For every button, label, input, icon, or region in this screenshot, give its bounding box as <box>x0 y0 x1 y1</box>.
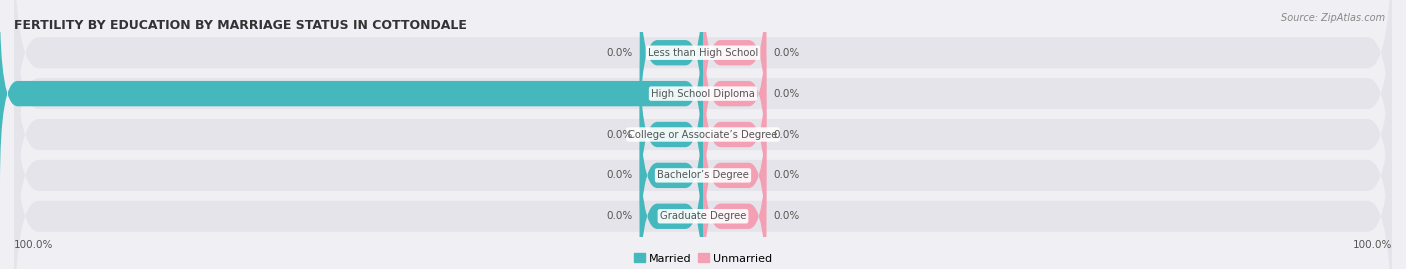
Text: 0.0%: 0.0% <box>773 211 800 221</box>
Text: 0.0%: 0.0% <box>606 48 633 58</box>
Text: FERTILITY BY EDUCATION BY MARRIAGE STATUS IN COTTONDALE: FERTILITY BY EDUCATION BY MARRIAGE STATU… <box>14 19 467 32</box>
Text: 0.0%: 0.0% <box>606 170 633 180</box>
FancyBboxPatch shape <box>703 0 766 142</box>
FancyBboxPatch shape <box>14 7 1392 262</box>
FancyBboxPatch shape <box>14 0 1392 221</box>
FancyBboxPatch shape <box>14 89 1392 269</box>
Text: 0.0%: 0.0% <box>773 89 800 99</box>
FancyBboxPatch shape <box>14 48 1392 269</box>
Text: Less than High School: Less than High School <box>648 48 758 58</box>
FancyBboxPatch shape <box>640 45 703 224</box>
Legend: Married, Unmarried: Married, Unmarried <box>630 249 776 268</box>
FancyBboxPatch shape <box>14 0 1392 180</box>
Text: Source: ZipAtlas.com: Source: ZipAtlas.com <box>1281 13 1385 23</box>
Text: Bachelor’s Degree: Bachelor’s Degree <box>657 170 749 180</box>
FancyBboxPatch shape <box>703 4 766 183</box>
FancyBboxPatch shape <box>640 86 703 265</box>
FancyBboxPatch shape <box>703 45 766 224</box>
Text: College or Associate’s Degree: College or Associate’s Degree <box>628 129 778 140</box>
Text: High School Diploma: High School Diploma <box>651 89 755 99</box>
Text: 0.0%: 0.0% <box>773 129 800 140</box>
Text: 100.0%: 100.0% <box>14 240 53 250</box>
Text: 0.0%: 0.0% <box>773 48 800 58</box>
FancyBboxPatch shape <box>640 127 703 269</box>
Text: Graduate Degree: Graduate Degree <box>659 211 747 221</box>
Text: 0.0%: 0.0% <box>773 170 800 180</box>
FancyBboxPatch shape <box>640 0 703 142</box>
Text: 100.0%: 100.0% <box>1353 240 1392 250</box>
FancyBboxPatch shape <box>0 4 703 183</box>
FancyBboxPatch shape <box>703 86 766 265</box>
Text: 0.0%: 0.0% <box>606 211 633 221</box>
Text: 0.0%: 0.0% <box>606 129 633 140</box>
FancyBboxPatch shape <box>703 127 766 269</box>
